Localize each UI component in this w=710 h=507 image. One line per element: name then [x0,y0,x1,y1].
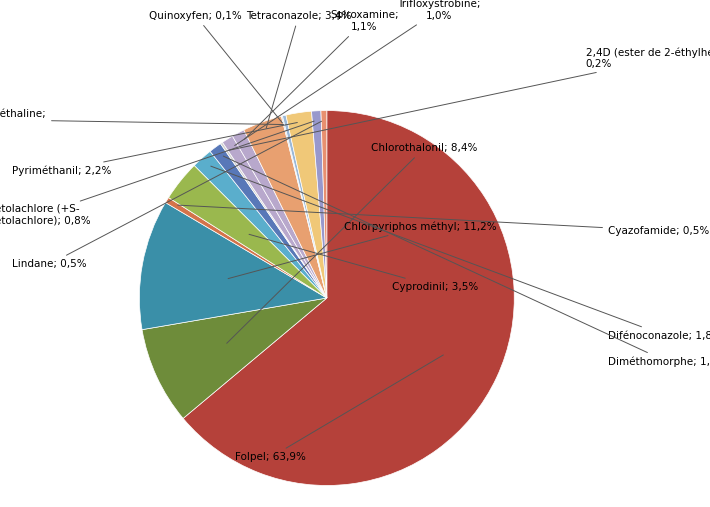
Wedge shape [195,152,327,298]
Text: Pyriméthanil; 2,2%: Pyriméthanil; 2,2% [12,123,297,176]
Wedge shape [139,203,327,330]
Wedge shape [168,165,327,298]
Text: Tetraconazole; 3,4%: Tetraconazole; 3,4% [246,11,351,128]
Text: Pendiméthaline;
0,3%: Pendiméthaline; 0,3% [0,109,283,131]
Wedge shape [183,111,514,486]
Text: Chlorothalonil; 8,4%: Chlorothalonil; 8,4% [226,143,478,343]
Text: Cyazofamide; 0,5%: Cyazofamide; 0,5% [178,205,709,236]
Wedge shape [321,111,327,298]
Text: Cyprodinil; 3,5%: Cyprodinil; 3,5% [249,234,479,292]
Text: Chlorpyriphos méthyl; 11,2%: Chlorpyriphos méthyl; 11,2% [228,222,497,279]
Wedge shape [232,130,327,298]
Text: Diméthomorphe; 1,1%: Diméthomorphe; 1,1% [224,156,710,367]
Wedge shape [281,116,327,298]
Wedge shape [142,298,327,418]
Text: Métolachlore (+S-
Métolachlore); 0,8%: Métolachlore (+S- Métolachlore); 0,8% [0,121,314,226]
Wedge shape [222,136,327,298]
Text: Lindane; 0,5%: Lindane; 0,5% [12,121,322,269]
Text: Quinoxyfen; 0,1%: Quinoxyfen; 0,1% [149,11,283,123]
Wedge shape [210,143,327,298]
Wedge shape [312,111,327,298]
Wedge shape [221,142,327,298]
Wedge shape [283,115,327,298]
Wedge shape [244,116,327,298]
Wedge shape [286,111,327,298]
Text: 2,4D (ester de 2-éthylhe1yle);
0,2%: 2,4D (ester de 2-éthylhe1yle); 0,2% [229,47,710,150]
Wedge shape [165,198,327,298]
Text: Spiroxamine;
1,1%: Spiroxamine; 1,1% [244,10,398,139]
Text: Difénoconazole; 1,8%: Difénoconazole; 1,8% [211,166,710,341]
Text: Trifloxystrobine;
1,0%: Trifloxystrobine; 1,0% [235,0,481,146]
Text: Folpel; 63,9%: Folpel; 63,9% [235,355,443,462]
